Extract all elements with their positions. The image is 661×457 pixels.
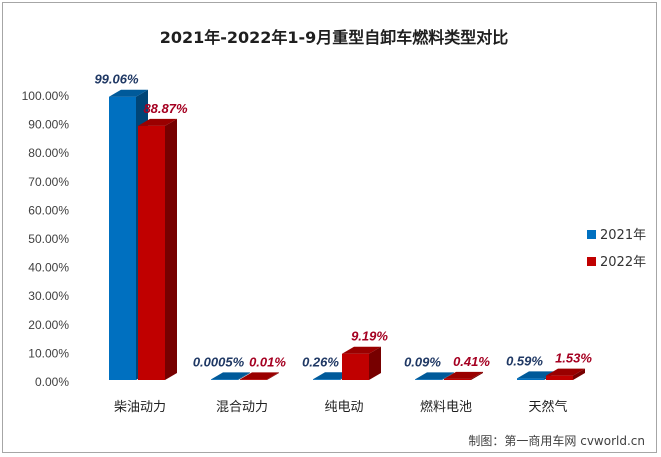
bar xyxy=(415,372,454,380)
y-tick-label: 100.00% xyxy=(22,89,70,103)
y-tick-label: 50.00% xyxy=(28,232,69,246)
data-label: 0.41% xyxy=(453,354,490,369)
x-category-label: 柴油动力 xyxy=(114,400,166,415)
data-label: 0.09% xyxy=(404,354,441,369)
y-tick-label: 90.00% xyxy=(28,118,69,132)
y-tick-label: 60.00% xyxy=(28,203,69,217)
chart-title: 2021年-2022年1-9月重型自卸车燃料类型对比 xyxy=(160,28,509,47)
data-label: 9.19% xyxy=(351,329,388,344)
x-axis: 柴油动力 混合动力 纯电动 燃料电池 天然气 xyxy=(114,399,568,415)
x-category-label: 纯电动 xyxy=(324,400,363,415)
data-label: 0.26% xyxy=(302,354,339,369)
legend-label: 2021年 xyxy=(600,228,646,243)
legend-item: 2022年 xyxy=(587,255,646,270)
chart: 2021年-2022年1-9月重型自卸车燃料类型对比 0.00% 10.00% 20… xyxy=(22,28,646,448)
credit-text: 制图：第一商用车网 cvworld.cn xyxy=(468,433,645,448)
bar xyxy=(211,372,250,380)
data-label: 0.01% xyxy=(249,354,286,369)
legend-label: 2022年 xyxy=(600,255,646,270)
chart-frame: 2021年-2022年1-9月重型自卸车燃料类型对比 0.00% 10.00% 20… xyxy=(2,2,657,453)
bar xyxy=(342,346,381,380)
y-tick-label: 30.00% xyxy=(28,289,69,303)
legend-swatch xyxy=(587,257,596,266)
legend: 2021年 2022年 xyxy=(587,228,646,270)
data-labels: 99.06% 88.87% 0.0005% 0.01% 0.26% 9.19% 0.09% 0… xyxy=(94,72,592,370)
bar xyxy=(546,368,585,380)
x-category-label: 天然气 xyxy=(528,399,567,415)
y-tick-label: 40.00% xyxy=(28,261,69,275)
data-label: 99.06% xyxy=(94,72,139,87)
bar xyxy=(444,371,483,380)
x-category-label: 混合动力 xyxy=(216,400,268,415)
y-tick-label: 80.00% xyxy=(28,146,69,160)
x-category-label: 燃料电池 xyxy=(420,399,472,415)
data-label: 0.59% xyxy=(506,353,543,368)
legend-swatch xyxy=(587,230,596,239)
y-tick-label: 20.00% xyxy=(28,318,69,332)
y-axis: 0.00% 10.00% 20.00% 30.00% 40.00% 50.00% 60.00… xyxy=(22,89,70,389)
legend-item: 2021年 xyxy=(587,228,646,243)
y-tick-label: 10.00% xyxy=(28,346,69,360)
y-tick-label: 0.00% xyxy=(35,375,69,389)
data-label: 88.87% xyxy=(143,101,188,116)
y-tick-label: 70.00% xyxy=(28,175,69,189)
bar xyxy=(240,372,279,380)
bars xyxy=(109,89,585,381)
bar xyxy=(138,118,177,381)
data-label: 1.53% xyxy=(555,351,592,366)
data-label: 0.0005% xyxy=(193,354,245,369)
